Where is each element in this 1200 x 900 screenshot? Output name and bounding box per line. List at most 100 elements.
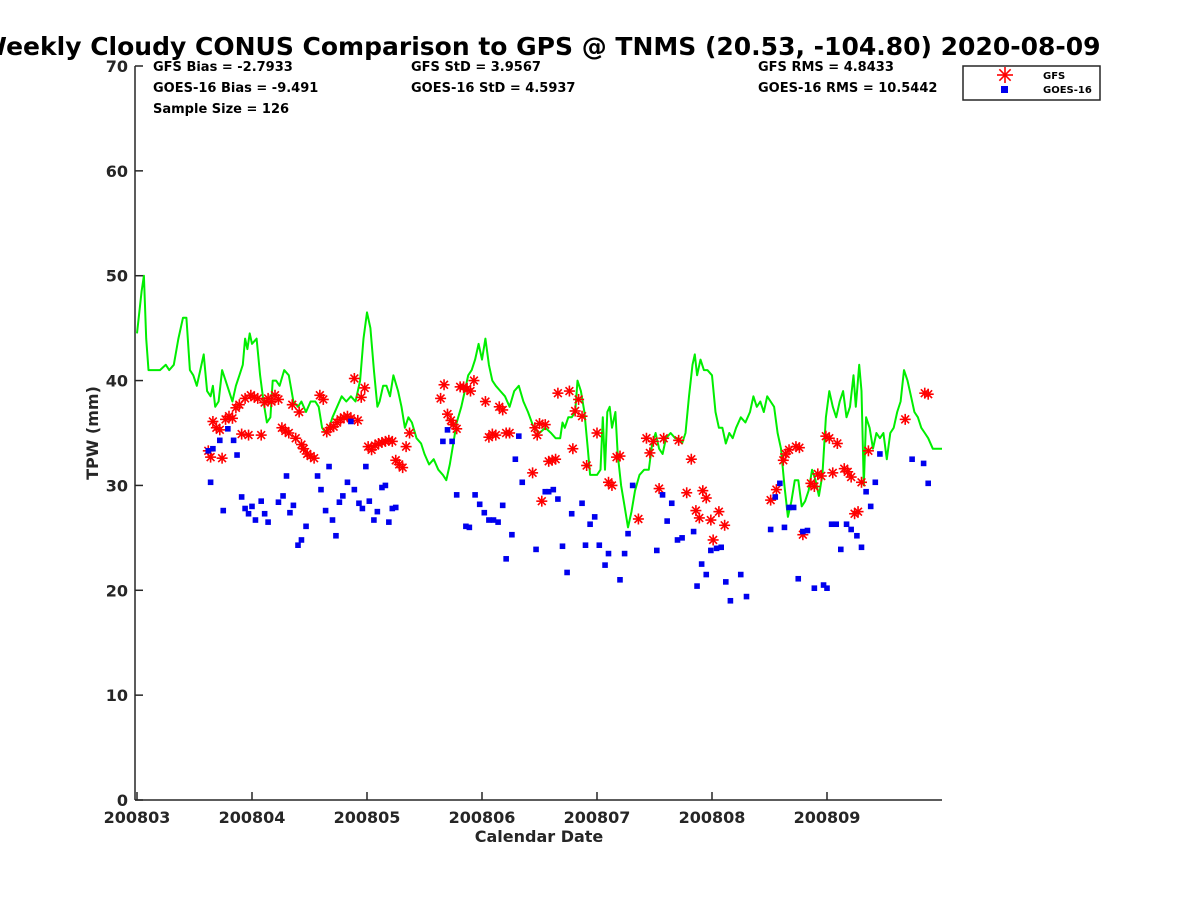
goes-point [363, 463, 369, 470]
goes-point [858, 544, 865, 551]
goes-point [690, 528, 697, 535]
gfs-point [386, 435, 398, 447]
y-tick-label: 30 [106, 476, 128, 495]
goes-point [280, 493, 286, 499]
stat-gfs-bias: GFS Bias = -2.7933 [153, 60, 293, 75]
goes-point [743, 593, 750, 600]
goes-point [303, 523, 309, 530]
goes-point [786, 504, 792, 511]
goes-point [298, 537, 305, 543]
gfs-point [815, 470, 827, 482]
gfs-point [576, 410, 588, 422]
gfs-point [552, 387, 564, 399]
gfs-point [438, 379, 450, 391]
goes-point [617, 577, 623, 583]
gfs-point [283, 427, 295, 439]
goes-point [220, 507, 227, 514]
goes-point [519, 479, 526, 486]
goes-point [249, 503, 255, 510]
gfs-point [451, 423, 463, 435]
gfs-point [647, 435, 659, 447]
goes-point [668, 500, 675, 507]
goes-point [318, 486, 324, 493]
gfs-point [632, 513, 644, 525]
goes-point [568, 510, 575, 517]
goes-point [453, 492, 460, 498]
goes-point [252, 517, 259, 523]
goes-point [210, 445, 216, 452]
gfs-point [823, 432, 835, 444]
x-tick-label: 200809 [794, 808, 861, 827]
goes-point [499, 502, 506, 509]
gfs-point [827, 467, 839, 479]
gfs-point [216, 452, 228, 464]
goes-point [867, 503, 874, 510]
gfs-point [550, 453, 562, 465]
goes-point [374, 508, 381, 515]
gfs-point [397, 462, 409, 474]
goes-point [591, 514, 598, 520]
goes-point [234, 452, 240, 458]
gfs-point [573, 393, 585, 405]
goes-point [545, 488, 552, 495]
gfs-point [226, 412, 238, 424]
goes-point [872, 479, 879, 486]
gfs-point [644, 447, 656, 459]
goes-point [838, 546, 844, 553]
goes-point [909, 456, 915, 463]
goes-point [366, 498, 373, 504]
gfs-point [527, 467, 539, 479]
goes-point [708, 547, 714, 554]
gfs-point [567, 443, 579, 455]
gfs-point [793, 442, 805, 454]
goes-point [509, 531, 515, 538]
gfs-point [849, 508, 861, 520]
goes-point [440, 438, 446, 445]
legend: GFS GOES-16 [962, 65, 1101, 101]
gfs-point [707, 534, 719, 546]
gfs-point [658, 432, 670, 444]
x-tick-label: 200803 [104, 808, 171, 827]
goes-point [795, 575, 802, 582]
gfs-point [531, 429, 543, 441]
goes-point [854, 532, 860, 539]
goes-point [490, 517, 497, 523]
goes-point [820, 582, 827, 588]
gfs-point [497, 404, 509, 416]
goes-point [314, 473, 321, 479]
goes-point [843, 521, 850, 528]
goes-point [703, 571, 710, 578]
goes-point [737, 571, 744, 578]
gfs-point [348, 372, 360, 384]
x-tick-label: 200808 [679, 808, 746, 827]
goes-point [533, 546, 539, 553]
goes-point [463, 523, 469, 530]
goes-point [356, 500, 362, 507]
gfs-point [205, 451, 217, 463]
goes-point [351, 486, 358, 493]
gps-line [136, 274, 942, 529]
goes-point [392, 504, 399, 511]
gfs-series-layer [202, 372, 934, 546]
goes-point [824, 585, 830, 591]
goes-point [217, 437, 223, 444]
gfs-point [539, 419, 551, 431]
goes-point [564, 569, 570, 576]
gfs-point [569, 405, 581, 417]
y-tick-label: 70 [106, 57, 128, 76]
gfs-legend-asterisk [997, 67, 1013, 83]
goes-point [495, 519, 501, 525]
legend-goes-label: GOES-16 [1043, 85, 1092, 96]
gfs-point [465, 385, 476, 397]
x-tick-label: 200807 [564, 808, 631, 827]
goes-point [777, 480, 783, 487]
goes-point [265, 519, 271, 525]
goes-point [379, 484, 385, 491]
gfs-point [308, 452, 320, 464]
goes-point [382, 482, 389, 489]
goes-point [863, 488, 869, 495]
gfs-point [435, 392, 447, 404]
goes-point [698, 561, 705, 567]
gfs-point [700, 492, 712, 504]
gfs-point [693, 512, 705, 524]
